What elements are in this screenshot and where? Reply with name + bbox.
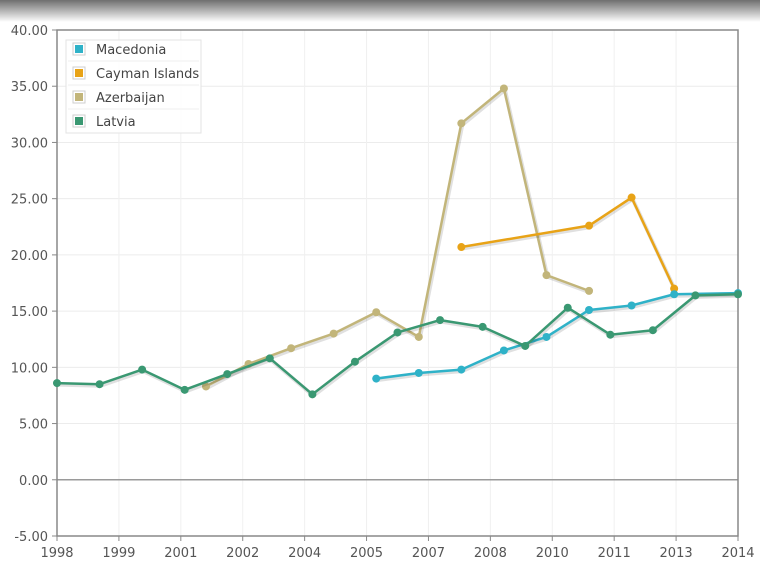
legend-item-azerbaijan[interactable]: Azerbaijan xyxy=(72,90,165,106)
x-tick-label: 2014 xyxy=(721,546,754,561)
y-axis-ticks: 40.00 35.00 30.00 25.00 20.00 15.00 10.00 5.00 0… xyxy=(11,24,57,545)
data-point[interactable] xyxy=(670,290,679,299)
data-point[interactable] xyxy=(499,84,508,93)
y-tick-label: 0.00 xyxy=(19,474,48,489)
x-tick-label: 2013 xyxy=(660,546,693,561)
x-tick-label: 2004 xyxy=(288,546,321,561)
series-cayman-islands xyxy=(457,193,679,293)
legend-swatch xyxy=(75,117,83,125)
data-point[interactable] xyxy=(457,243,466,252)
data-point[interactable] xyxy=(265,354,274,363)
data-point[interactable] xyxy=(478,322,487,331)
data-point[interactable] xyxy=(627,301,636,310)
legend-label: Latvia xyxy=(96,115,136,130)
data-point[interactable] xyxy=(648,326,657,335)
x-tick-label: 2002 xyxy=(226,546,259,561)
y-tick-label: 35.00 xyxy=(11,80,48,95)
legend-swatch xyxy=(75,93,83,101)
data-point[interactable] xyxy=(287,344,296,353)
legend-box xyxy=(65,39,202,134)
data-point[interactable] xyxy=(372,308,381,317)
legend-label: Cayman Islands xyxy=(96,67,199,82)
y-tick-label: 15.00 xyxy=(11,305,48,320)
series-latvia xyxy=(53,290,742,399)
legend-item-latvia[interactable]: Latvia xyxy=(72,114,136,130)
legend-swatch xyxy=(75,45,83,53)
data-point[interactable] xyxy=(542,271,551,280)
legend-label: Macedonia xyxy=(96,43,166,58)
data-point[interactable] xyxy=(308,390,317,399)
data-point[interactable] xyxy=(53,379,61,388)
legend[interactable]: Macedonia Cayman Islands Azerbaijan Latvia xyxy=(65,39,202,134)
data-point[interactable] xyxy=(691,291,700,300)
legend-item-macedonia[interactable]: Macedonia xyxy=(72,42,166,58)
data-point[interactable] xyxy=(414,332,423,341)
data-point[interactable] xyxy=(734,290,742,299)
data-point[interactable] xyxy=(606,330,615,339)
x-tick-label: 2001 xyxy=(164,546,197,561)
data-point[interactable] xyxy=(138,365,147,374)
legend-swatch xyxy=(75,69,83,77)
data-point[interactable] xyxy=(627,193,636,202)
series-line xyxy=(461,196,676,290)
y-tick-label: 5.00 xyxy=(19,418,48,433)
y-tick-label: -5.00 xyxy=(14,530,48,545)
data-point[interactable] xyxy=(457,365,466,374)
data-point[interactable] xyxy=(350,357,359,366)
x-axis-ticks: 1998 1999 2001 2002 2004 2005 2007 2008 2010 2011… xyxy=(40,536,755,561)
data-point[interactable] xyxy=(414,368,423,377)
data-point[interactable] xyxy=(180,385,189,394)
x-tick-label: 2005 xyxy=(350,546,383,561)
legend-item-cayman-islands[interactable]: Cayman Islands xyxy=(72,66,199,82)
legend-label: Azerbaijan xyxy=(96,91,165,106)
data-point[interactable] xyxy=(542,332,551,341)
x-tick-label: 2011 xyxy=(598,546,631,561)
data-point[interactable] xyxy=(585,305,594,314)
data-point[interactable] xyxy=(201,382,210,391)
data-point[interactable] xyxy=(499,346,508,355)
data-point[interactable] xyxy=(521,341,530,350)
data-point[interactable] xyxy=(95,380,104,389)
x-tick-label: 1998 xyxy=(40,546,73,561)
data-point[interactable] xyxy=(436,316,445,325)
data-point[interactable] xyxy=(372,374,381,383)
legend-items: Macedonia Cayman Islands Azerbaijan Latvia xyxy=(68,42,199,130)
y-tick-label: 10.00 xyxy=(11,361,48,376)
data-point[interactable] xyxy=(585,221,594,230)
series-line-shadow xyxy=(462,197,677,291)
data-point[interactable] xyxy=(329,329,338,338)
y-tick-label: 30.00 xyxy=(11,136,48,151)
y-tick-label: 20.00 xyxy=(11,249,48,264)
x-tick-label: 2007 xyxy=(412,546,445,561)
x-tick-label: 2008 xyxy=(474,546,507,561)
window-top-shadow xyxy=(0,0,760,22)
y-tick-label: 40.00 xyxy=(11,24,48,39)
data-point[interactable] xyxy=(670,284,679,293)
data-point[interactable] xyxy=(223,370,232,379)
data-point[interactable] xyxy=(563,303,572,312)
data-point[interactable] xyxy=(585,286,594,295)
x-tick-label: 1999 xyxy=(102,546,135,561)
y-tick-label: 25.00 xyxy=(11,193,48,208)
series-layer xyxy=(53,84,742,399)
x-tick-label: 2010 xyxy=(536,546,569,561)
data-point[interactable] xyxy=(457,119,466,128)
plot-frame xyxy=(56,29,739,537)
data-point[interactable] xyxy=(393,328,402,337)
